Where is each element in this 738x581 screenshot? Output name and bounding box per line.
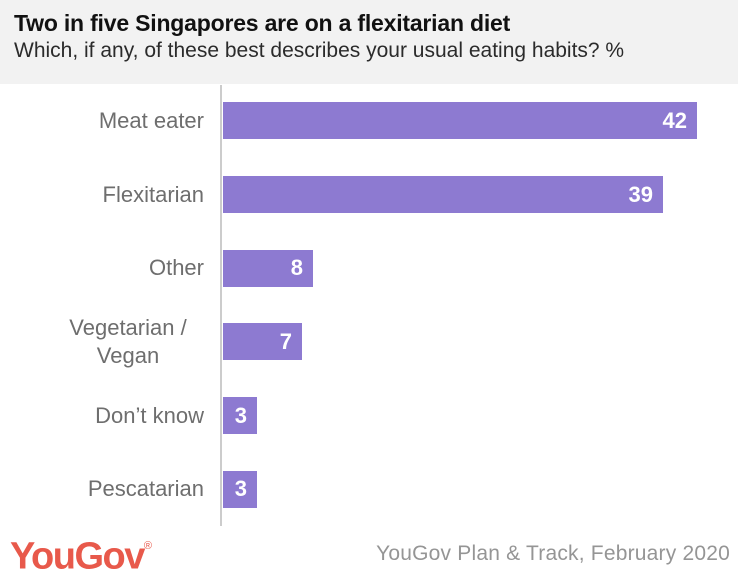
bar: 7 <box>223 323 302 361</box>
bar-cell: 8 <box>221 249 738 287</box>
category-label-cell: Flexitarian <box>0 181 221 209</box>
bar-row: Pescatarian 3 <box>0 452 738 526</box>
category-label-cell: Pescatarian <box>0 475 221 503</box>
bar-row: Flexitarian 39 <box>0 158 738 232</box>
bar-cell: 3 <box>221 470 738 508</box>
registered-trademark-icon: ® <box>143 540 152 553</box>
bar-row: Vegetarian / Vegan 7 <box>0 305 738 379</box>
chart-footer: YouGov® YouGov Plan & Track, February 20… <box>0 526 738 581</box>
category-label: Pescatarian <box>87 476 204 502</box>
source-attribution: YouGov Plan & Track, February 2020 <box>376 541 730 565</box>
value-label: 8 <box>290 255 303 281</box>
category-label: Vegetarian / Vegan <box>69 314 187 368</box>
bar-chart-plot-area: Meat eater 42 Flexitarian 39 Other 8 <box>0 84 738 528</box>
yougov-logo-text: YouGov <box>10 535 145 578</box>
value-label: 7 <box>279 328 292 354</box>
category-label: Meat eater <box>98 107 204 133</box>
bar-cell: 39 <box>221 176 738 213</box>
value-label: 3 <box>234 402 247 428</box>
value-label: 39 <box>628 181 653 207</box>
chart-subtitle: Which, if any, of these best describes y… <box>14 39 625 62</box>
category-label-cell: Other <box>0 254 221 282</box>
bar-row: Don’t know 3 <box>0 379 738 453</box>
bar: 8 <box>223 249 313 287</box>
bar: 3 <box>223 470 257 508</box>
bar: 42 <box>223 102 697 140</box>
bar-cell: 7 <box>221 323 738 361</box>
bar-cell: 42 <box>221 102 738 140</box>
category-label: Don’t know <box>95 402 204 428</box>
value-label: 42 <box>662 107 687 133</box>
bar-row: Other 8 <box>0 231 738 305</box>
category-label-cell: Vegetarian / Vegan <box>0 314 221 370</box>
category-label: Flexitarian <box>102 181 204 207</box>
bar-cell: 3 <box>221 397 738 435</box>
category-label: Other <box>148 255 204 281</box>
bar: 3 <box>223 397 257 435</box>
bar-row: Meat eater 42 <box>0 84 738 158</box>
chart-title: Two in five Singapores are on a flexitar… <box>14 10 511 36</box>
category-label-cell: Don’t know <box>0 402 221 430</box>
yougov-logo: YouGov® <box>10 531 152 576</box>
value-label: 3 <box>234 476 247 502</box>
chart-header: Two in five Singapores are on a flexitar… <box>0 0 738 84</box>
bar-rows-container: Meat eater 42 Flexitarian 39 Other 8 <box>0 84 738 526</box>
bar: 39 <box>223 176 663 213</box>
category-label-cell: Meat eater <box>0 107 221 135</box>
category-axis-line <box>220 85 222 528</box>
